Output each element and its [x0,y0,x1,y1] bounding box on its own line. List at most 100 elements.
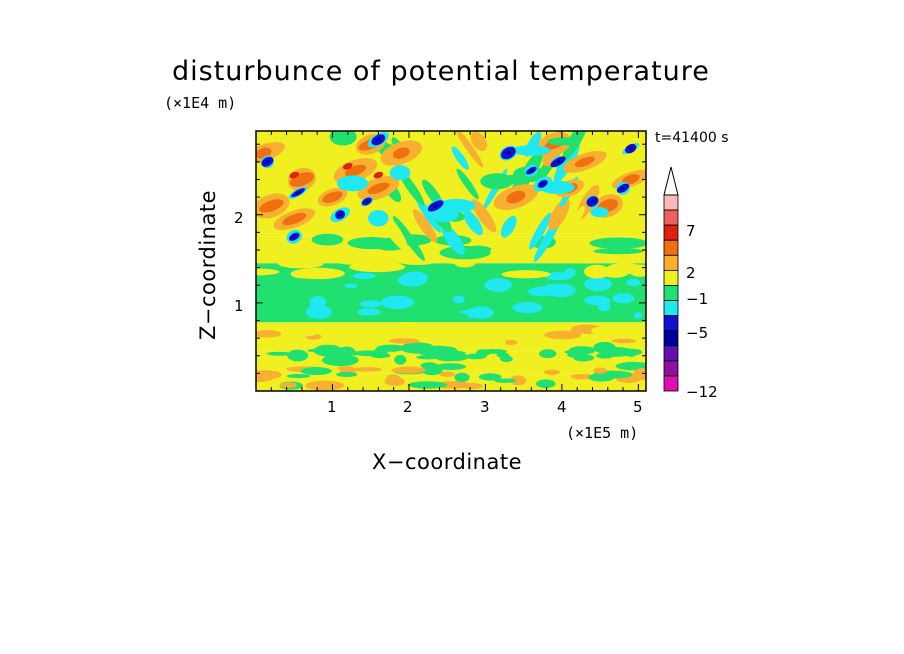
contour-cell [590,199,595,204]
contour-cell [344,283,358,289]
colorbar-swatch [663,285,679,301]
contour-cell [499,355,513,363]
colorbar-swatch [663,345,679,362]
contour-cell [468,334,504,339]
contour-cell [353,350,383,357]
contour-cell [539,349,557,359]
contour-cell [529,212,552,250]
contour-cell [506,151,511,155]
x-unit-label: (×1E5 m) [566,424,639,442]
contour-cell [427,323,444,331]
contour-cell [311,233,344,246]
contour-cell [352,272,376,280]
y-unit-label: (×1E4 m) [164,94,237,112]
contour-cell [417,345,459,357]
contour-cell [627,328,646,335]
contour-cell [529,168,534,173]
contour-cell [615,361,646,371]
colorbar-swatch [663,375,679,392]
contour-cell [256,370,282,380]
contour-cell [461,382,483,390]
colorbar-swatch [663,224,679,241]
contour-cell [276,332,316,337]
x-tick-label: 1 [327,398,337,416]
contour-cell [589,237,646,249]
colorbar-swatch [663,209,679,226]
contour-cell [322,191,343,203]
contour-cell [355,323,390,329]
contour-cell [574,156,595,168]
y-axis-label: Z−coordinate [196,190,220,340]
contour-cell [337,366,354,371]
y-tick-label: 1 [234,297,244,315]
colorbar-label: −12 [686,383,718,401]
colorbar-swatch [663,239,679,256]
x-axis-label: X−coordinate [372,450,522,474]
contour-cell [593,248,644,255]
contour-cell [626,278,641,287]
contour-cell [596,352,614,359]
contour-cell [590,326,616,335]
contour-cell [544,272,573,281]
x-tick-label: 2 [403,398,413,416]
contour-cell [321,354,359,367]
contour-cell [584,295,611,306]
contour-cell [351,367,383,372]
contour-cell [391,366,426,374]
contour-cell [337,346,356,357]
contour-cell [439,371,455,377]
contour-cell [313,344,343,357]
contour-cell [521,339,543,345]
contour-cell [396,324,415,333]
colorbar-label: 2 [686,264,696,282]
x-tick-label: 4 [557,398,567,416]
contour-cell [408,381,448,389]
contour-cell [256,330,282,338]
contour-cell [601,267,629,278]
contour-cell [282,213,307,226]
contour-cell [360,300,382,308]
contour-cell [590,207,609,218]
contour-cell [484,278,512,292]
y-tick-marks [256,143,646,374]
contour-cell [356,308,382,316]
contour-cell [412,209,438,243]
contour-cell [416,197,442,233]
contour-cell [634,368,646,377]
contour-cell [633,312,643,319]
contour-cell [621,348,643,356]
colorbar-swatch [663,194,679,211]
contour-cell [369,327,384,336]
contour-cell [326,255,352,263]
contour-cell [471,199,497,233]
colorbar-swatch [663,269,679,286]
contour-cell [391,302,404,309]
contour-cell [364,199,370,204]
contour-cell [478,373,502,381]
contour-cell [290,269,318,279]
contour-cell [611,338,637,344]
contour-cell [392,215,425,261]
contour-cell [620,186,626,191]
contour-cell [501,270,551,279]
contour-cell [439,245,491,260]
contour-cell [535,379,556,388]
contour-cell [621,174,640,185]
chart-title: disturbunce of potential temperature [172,56,710,87]
contour-cell [368,209,389,227]
contour-cell [305,304,332,319]
contour-cell [392,252,443,265]
colorbar-swatch [663,300,679,317]
contour-cell [511,145,551,156]
contour-cell [559,253,612,264]
time-label: t=41400 s [655,130,729,146]
contour-cell [572,205,585,225]
contour-cell [480,173,514,190]
colorbar-swatch [663,254,679,271]
contour-cell [506,190,526,204]
contour-cell [329,131,357,146]
colorbar-label: 7 [686,222,696,240]
contour-cell [279,382,297,388]
contour-cell [463,209,483,236]
contour-cell [452,295,465,304]
